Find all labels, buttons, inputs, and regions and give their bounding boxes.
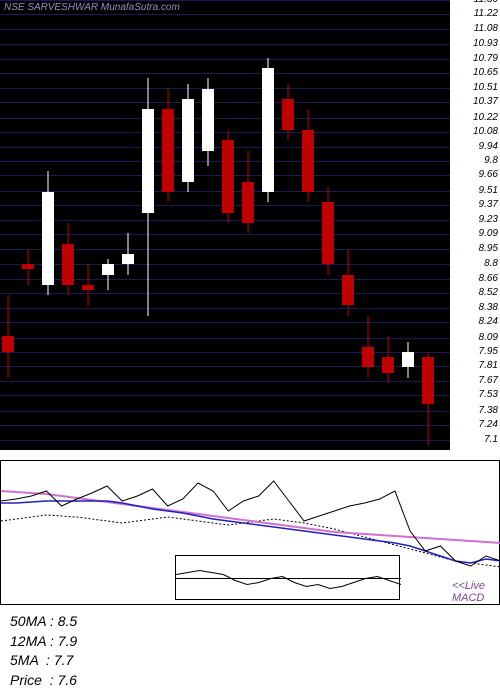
candle[interactable] bbox=[142, 0, 154, 450]
candle[interactable] bbox=[22, 0, 34, 450]
y-tick-label: 8.8 bbox=[484, 258, 498, 269]
candle[interactable] bbox=[102, 0, 114, 450]
y-tick-label: 8.24 bbox=[479, 316, 498, 327]
y-tick-label: 11.08 bbox=[474, 23, 498, 34]
y-tick-label: 10.65 bbox=[473, 67, 498, 78]
candle[interactable] bbox=[382, 0, 394, 450]
y-tick-label: 9.37 bbox=[479, 199, 498, 210]
candle-body bbox=[162, 109, 174, 192]
candle[interactable] bbox=[362, 0, 374, 450]
y-tick-label: 8.52 bbox=[479, 287, 498, 298]
candle[interactable] bbox=[122, 0, 134, 450]
y-tick-label: 8.95 bbox=[479, 243, 498, 254]
y-tick-label: 10.79 bbox=[473, 53, 498, 64]
candle[interactable] bbox=[322, 0, 334, 450]
candle-body bbox=[182, 99, 194, 182]
candle[interactable] bbox=[42, 0, 54, 450]
candle-body bbox=[282, 99, 294, 130]
stat-row: 5MA : 7.7 bbox=[10, 651, 77, 671]
y-tick-label: 9.94 bbox=[479, 141, 498, 152]
candle-body bbox=[242, 182, 254, 223]
candle[interactable] bbox=[342, 0, 354, 450]
stats-block: 50MA : 8.512MA : 7.95MA : 7.7Price : 7.6 bbox=[10, 612, 77, 690]
y-tick-label: 7.67 bbox=[479, 375, 498, 386]
y-tick-label: 7.53 bbox=[479, 389, 498, 400]
y-tick-label: 9.23 bbox=[479, 214, 498, 225]
macd-line bbox=[176, 556, 401, 601]
candle[interactable] bbox=[222, 0, 234, 450]
candle-body bbox=[2, 336, 14, 351]
candle-body bbox=[222, 140, 234, 212]
y-tick-label: 10.51 bbox=[473, 82, 498, 93]
y-tick-label: 10.93 bbox=[473, 38, 498, 49]
stat-row: 50MA : 8.5 bbox=[10, 612, 77, 632]
y-tick-label: 11.36 bbox=[474, 0, 498, 5]
live-macd-text: MACD bbox=[452, 592, 485, 604]
stock-chart-container: NSE SARVESHWAR MunafaSutra.com 11.36 11.2… bbox=[0, 0, 500, 700]
candle-body bbox=[202, 89, 214, 151]
y-tick-label: 10.37 bbox=[473, 96, 498, 107]
candle[interactable] bbox=[82, 0, 94, 450]
y-tick-label: 9.09 bbox=[479, 228, 498, 239]
candlestick-chart[interactable]: NSE SARVESHWAR MunafaSutra.com bbox=[0, 0, 450, 450]
y-tick-label: 8.09 bbox=[479, 332, 498, 343]
macd-inset[interactable] bbox=[175, 555, 400, 600]
candle-body bbox=[262, 68, 274, 192]
candle[interactable] bbox=[282, 0, 294, 450]
y-tick-label: 9.51 bbox=[479, 185, 498, 196]
candle-body bbox=[22, 264, 34, 269]
candle-body bbox=[342, 275, 354, 306]
y-tick-label: 7.38 bbox=[479, 405, 498, 416]
candle[interactable] bbox=[2, 0, 14, 450]
candle-body bbox=[382, 357, 394, 372]
y-tick-label: 7.24 bbox=[479, 419, 498, 430]
candle-body bbox=[362, 347, 374, 368]
live-macd-label: <<Live MACD bbox=[452, 580, 485, 604]
candle[interactable] bbox=[242, 0, 254, 450]
candle-body bbox=[102, 264, 114, 274]
candle-body bbox=[402, 352, 414, 367]
y-tick-label: 9.8 bbox=[484, 155, 498, 166]
candle[interactable] bbox=[302, 0, 314, 450]
y-tick-label: 7.1 bbox=[484, 434, 498, 445]
candle-body bbox=[302, 130, 314, 192]
y-axis: 11.36 11.22 11.08 10.93 10.79 10.65 10.51 10.37… bbox=[450, 0, 500, 450]
candle[interactable] bbox=[162, 0, 174, 450]
y-tick-label: 8.38 bbox=[479, 302, 498, 313]
y-tick-label: 8.66 bbox=[479, 273, 498, 284]
macd-signal bbox=[176, 571, 401, 589]
candle[interactable] bbox=[182, 0, 194, 450]
y-tick-label: 11.22 bbox=[474, 8, 498, 19]
candle-body bbox=[122, 254, 134, 264]
candle-body bbox=[322, 202, 334, 264]
candle-series bbox=[0, 0, 450, 450]
candle[interactable] bbox=[422, 0, 434, 450]
candle[interactable] bbox=[62, 0, 74, 450]
candle-body bbox=[62, 244, 74, 285]
chart-watermark: NSE SARVESHWAR MunafaSutra.com bbox=[4, 2, 180, 13]
y-tick-label: 7.95 bbox=[479, 346, 498, 357]
candle[interactable] bbox=[262, 0, 274, 450]
candle-body bbox=[82, 285, 94, 290]
live-macd-arrow: <<Live bbox=[452, 580, 485, 592]
candle-body bbox=[42, 192, 54, 285]
y-tick-label: 7.81 bbox=[479, 360, 498, 371]
y-tick-label: 9.66 bbox=[479, 169, 498, 180]
y-tick-label: 10.22 bbox=[473, 112, 498, 123]
indicator-line bbox=[1, 501, 500, 563]
stat-row: Price : 7.6 bbox=[10, 671, 77, 691]
y-tick-label: 10.08 bbox=[473, 126, 498, 137]
candle-body bbox=[422, 357, 434, 403]
stat-row: 12MA : 7.9 bbox=[10, 632, 77, 652]
candle[interactable] bbox=[402, 0, 414, 450]
candle[interactable] bbox=[202, 0, 214, 450]
candle-body bbox=[142, 109, 154, 212]
